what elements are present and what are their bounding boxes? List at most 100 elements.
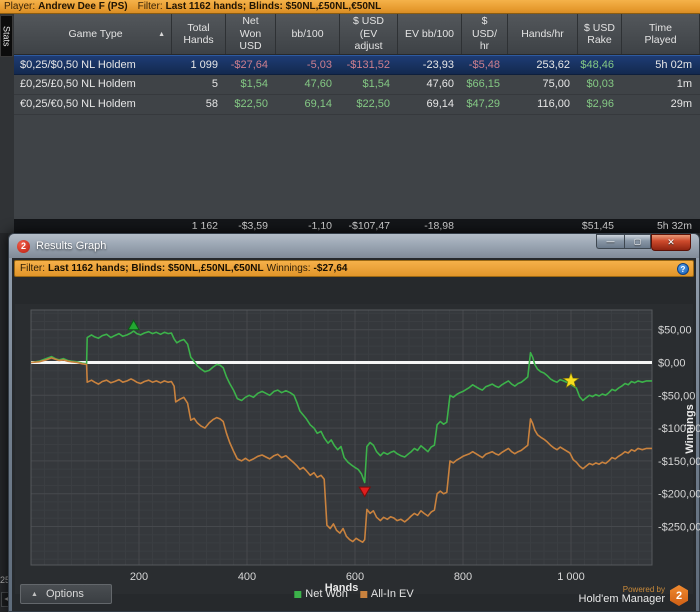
column-header[interactable]: $ USD (EV adjust bbox=[340, 14, 398, 54]
table-cell: $1,54 bbox=[362, 78, 390, 90]
winnings-label: Winnings: bbox=[266, 263, 311, 274]
brand-name: Hold'em Manager bbox=[578, 592, 665, 605]
legend-item[interactable]: All-In EV bbox=[359, 588, 414, 600]
column-header[interactable]: Net Won USD bbox=[226, 14, 276, 54]
table-cell: -5,03 bbox=[306, 59, 332, 71]
summary-cell: 1 162 bbox=[191, 220, 218, 232]
window-titlebar[interactable]: 2 Results Graph — ▢ ✕ bbox=[9, 234, 699, 258]
svg-text:$0,00: $0,00 bbox=[658, 358, 686, 370]
brand-area: Powered by Hold'em Manager 2 bbox=[579, 585, 688, 606]
table-summary-row: 1 162 -$3,59 -1,10 -$107,47 -18,98 $51,45 5h 3… bbox=[14, 219, 700, 233]
table-cell: 69,14 bbox=[426, 98, 454, 110]
results-graph-window: 2 Results Graph — ▢ ✕ Filter: Last 1162 … bbox=[8, 233, 700, 612]
summary-cell bbox=[462, 219, 508, 233]
table-cell: -$5,48 bbox=[468, 59, 500, 71]
table-cell: 116,00 bbox=[537, 98, 570, 110]
window-title: Results Graph bbox=[36, 240, 107, 252]
column-header[interactable]: $ USD/ hr bbox=[462, 14, 508, 54]
stats-side-tab[interactable]: Stats bbox=[0, 15, 13, 57]
table-body: $0,25/$0,50 NL Holdem 1 099 -$27,64 -5,03 -$… bbox=[14, 55, 700, 115]
table-cell: 69,14 bbox=[304, 98, 332, 110]
hm2-logo-icon: 2 bbox=[670, 585, 688, 606]
legend-swatch-icon bbox=[359, 590, 367, 598]
table-cell: $66,15 bbox=[466, 78, 500, 90]
table-cell: 47,60 bbox=[304, 78, 332, 90]
close-button[interactable]: ✕ bbox=[651, 234, 691, 251]
filter-label: Filter: bbox=[137, 1, 163, 12]
summary-cell bbox=[508, 219, 578, 233]
powered-by-label: Powered by bbox=[622, 584, 665, 594]
column-header[interactable]: $ USD Rake bbox=[578, 14, 622, 54]
svg-text:400: 400 bbox=[238, 571, 256, 583]
table-row[interactable]: €0,25/€0,50 NL Holdem 58 $22,50 69,14 $22,50… bbox=[14, 95, 700, 115]
svg-text:Hands: Hands bbox=[325, 582, 359, 594]
summary-cell: $51,45 bbox=[581, 220, 614, 232]
table-cell: $1,54 bbox=[240, 78, 268, 90]
svg-text:-$250,00: -$250,00 bbox=[658, 522, 700, 534]
svg-text:1 000: 1 000 bbox=[557, 571, 585, 583]
summary-cell bbox=[14, 219, 172, 233]
graph-filter-label: Filter: bbox=[20, 263, 45, 274]
options-button[interactable]: ▲ Options bbox=[20, 584, 112, 604]
column-header[interactable]: Total Hands bbox=[172, 14, 226, 54]
legend-label: All-In EV bbox=[370, 588, 414, 600]
svg-text:800: 800 bbox=[454, 571, 472, 583]
table-empty-area bbox=[14, 115, 700, 219]
partial-axis-text: 25 bbox=[0, 575, 11, 585]
minimize-button[interactable]: — bbox=[596, 234, 624, 249]
table-cell: €0,25/€0,50 NL Holdem bbox=[20, 98, 136, 110]
svg-text:600: 600 bbox=[346, 571, 364, 583]
summary-cell: -1,10 bbox=[308, 220, 332, 232]
table-cell: 47,60 bbox=[426, 78, 454, 90]
table-cell: $0,03 bbox=[586, 78, 614, 90]
table-cell: $0,25/$0,50 NL Holdem bbox=[20, 59, 136, 71]
filter-value: Last 1162 hands; Blinds: $50NL,£50NL,€50… bbox=[165, 1, 382, 12]
maximize-button[interactable]: ▢ bbox=[624, 234, 651, 249]
graph-bottom-bar: ▲ Options Net Won All-In EV Powered by Ho… bbox=[15, 581, 693, 607]
table-cell: -$131,52 bbox=[346, 59, 390, 71]
table-cell: 5 bbox=[211, 78, 218, 90]
graph-filter-value: Last 1162 hands; Blinds: $50NL,£50NL,€50… bbox=[48, 263, 264, 274]
table-cell: -$27,64 bbox=[230, 59, 268, 71]
summary-cell: -18,98 bbox=[424, 220, 454, 232]
chart-legend: Net Won All-In EV bbox=[294, 588, 414, 600]
column-header[interactable]: Game Type ▲ bbox=[14, 14, 172, 54]
table-cell: 75,00 bbox=[542, 78, 570, 90]
stats-table: Game Type ▲ Total Hands Net Won USD bb/100 $ … bbox=[14, 14, 700, 233]
legend-label: Net Won bbox=[305, 588, 348, 600]
column-header[interactable]: EV bb/100 bbox=[398, 14, 462, 54]
svg-text:$50,00: $50,00 bbox=[658, 325, 692, 337]
table-cell: $2,96 bbox=[586, 98, 614, 110]
help-icon[interactable]: ? bbox=[677, 263, 689, 275]
app-badge-icon: 2 bbox=[17, 239, 30, 253]
column-header[interactable]: Hands/hr bbox=[508, 14, 578, 54]
table-cell: 1 099 bbox=[190, 59, 218, 71]
table-cell: £0,25/£0,50 NL Holdem bbox=[20, 78, 136, 90]
winnings-value: -$27,64 bbox=[313, 263, 348, 274]
results-chart: 200 400 600 800 1 000 $50,00 $0,00 -$50,00 -$100… bbox=[30, 309, 700, 594]
chevron-up-icon: ▲ bbox=[31, 590, 38, 598]
legend-swatch-icon bbox=[294, 590, 302, 598]
graph-filter-bar: Filter: Last 1162 hands; Blinds: $50NL,£… bbox=[14, 260, 694, 277]
table-cell: 58 bbox=[205, 98, 218, 110]
svg-text:Winnings: Winnings bbox=[684, 404, 696, 453]
table-cell: 1m bbox=[676, 78, 692, 90]
options-button-label: Options bbox=[45, 588, 84, 600]
table-cell: $47,29 bbox=[466, 98, 500, 110]
player-filter-bar: Player: Andrew Dee F (PS) Filter: Last 1… bbox=[0, 0, 700, 14]
table-cell: $48,46 bbox=[580, 59, 614, 71]
table-cell: 253,62 bbox=[536, 59, 570, 71]
legend-item[interactable]: Net Won bbox=[294, 588, 348, 600]
window-client-area: Filter: Last 1162 hands; Blinds: $50NL,£… bbox=[12, 258, 700, 611]
column-header[interactable]: bb/100 bbox=[276, 14, 340, 54]
svg-text:-$100,00: -$100,00 bbox=[658, 423, 700, 435]
table-cell: $22,50 bbox=[234, 98, 268, 110]
table-cell: $22,50 bbox=[356, 98, 390, 110]
summary-cell: -$3,59 bbox=[238, 220, 268, 232]
svg-text:-$200,00: -$200,00 bbox=[658, 489, 700, 501]
column-header[interactable]: Time Played bbox=[622, 14, 700, 54]
table-row[interactable]: $0,25/$0,50 NL Holdem 1 099 -$27,64 -5,03 -$… bbox=[14, 55, 700, 75]
table-row[interactable]: £0,25/£0,50 NL Holdem 5 $1,54 47,60 $1,54 47,… bbox=[14, 75, 700, 95]
svg-text:200: 200 bbox=[130, 571, 148, 583]
